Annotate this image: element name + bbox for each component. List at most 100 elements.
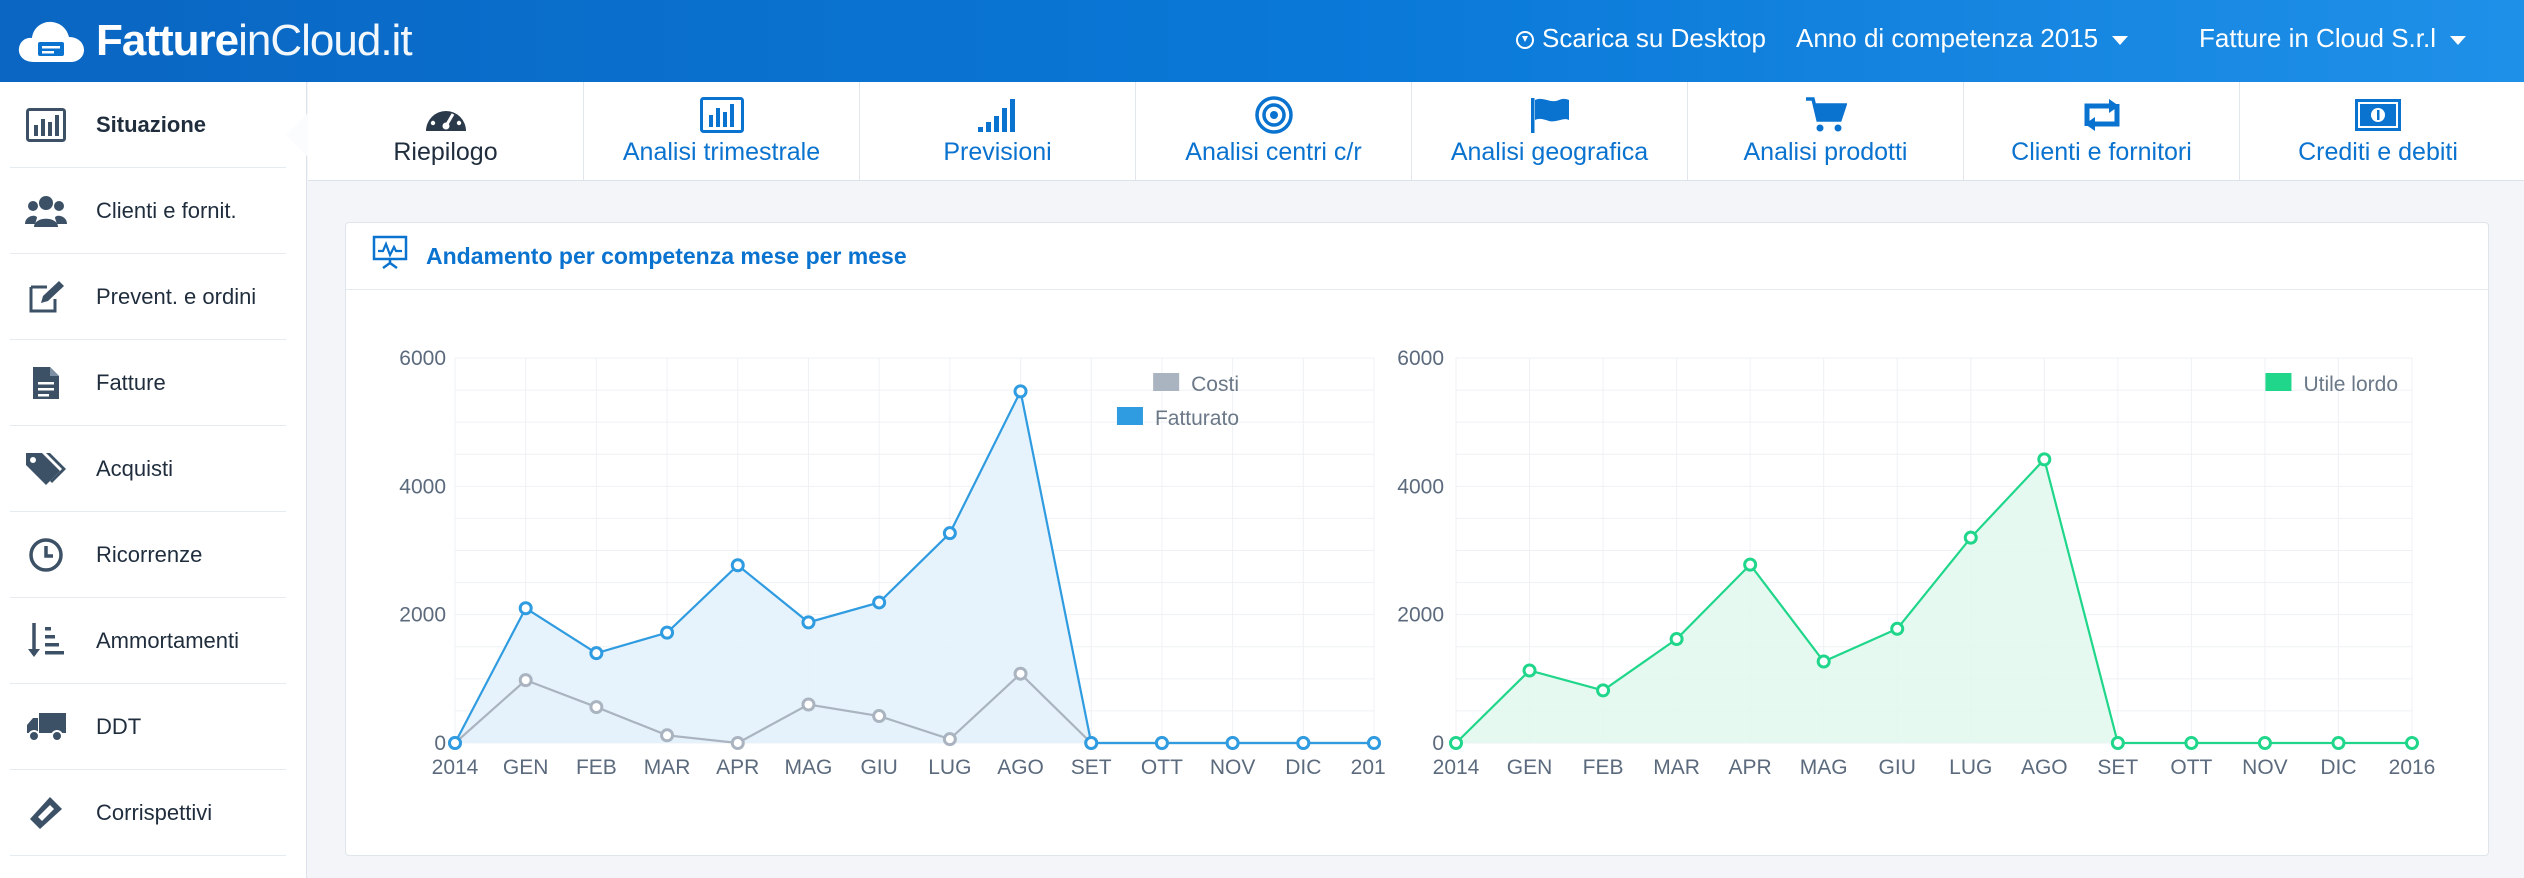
y-tick-label: 4000 [399, 475, 446, 498]
trend-panel: Andamento per competenza mese per mese 0… [345, 222, 2489, 856]
data-point[interactable] [589, 700, 604, 715]
y-tick-label: 4000 [1397, 475, 1444, 498]
data-point[interactable] [872, 709, 887, 724]
sidebar-item-label: Prevent. e ordini [96, 283, 257, 309]
data-point[interactable] [942, 732, 957, 747]
tab-analisi-centri[interactable]: Analisi centri c/r [1136, 82, 1412, 180]
tab-analisi-trimestrale[interactable]: Analisi trimestrale [584, 82, 860, 180]
legend-swatch [1153, 373, 1180, 391]
data-point[interactable] [660, 728, 675, 743]
money-icon [2355, 99, 2401, 131]
costs-revenue-chart: 0 2000 4000 6000 2014 GEN FEB MAR APR MAG GIU LUG AG… [399, 347, 1386, 779]
year-label: Anno di competenza 2015 [1796, 23, 2099, 53]
presentation-chart-icon [372, 235, 408, 270]
data-point[interactable] [801, 697, 816, 712]
data-point[interactable] [2037, 452, 2052, 467]
sidebar-item-label: Ammortamenti [96, 627, 240, 653]
sidebar-item-acquisti[interactable]: Acquisti [10, 426, 286, 512]
data-point[interactable] [730, 736, 745, 750]
tab-crediti-debiti[interactable]: Crediti e debiti [2240, 82, 2516, 180]
data-point[interactable] [518, 673, 533, 688]
data-point[interactable] [2110, 736, 2125, 750]
tab-previsioni[interactable]: Previsioni [860, 82, 1136, 180]
data-point[interactable] [872, 595, 887, 610]
tab-clienti-fornitori[interactable]: Clienti e fornitori [1964, 82, 2240, 180]
sidebar-item-fatture[interactable]: Fatture [10, 340, 286, 426]
tab-riepilogo[interactable]: Riepilogo [308, 82, 584, 180]
sidebar-item-ddt[interactable]: DDT [10, 684, 286, 770]
data-point[interactable] [2184, 736, 2199, 750]
sidebar-item-preventivi[interactable]: Prevent. e ordini [10, 254, 286, 340]
bar-chart-icon [26, 107, 66, 142]
sidebar-item-situazione[interactable]: Situazione [10, 82, 286, 168]
panel-header: Andamento per competenza mese per mese [346, 223, 2488, 290]
x-tick-label: OTT [2170, 756, 2212, 779]
data-point[interactable] [1743, 557, 1758, 572]
data-point[interactable] [589, 646, 604, 661]
sidebar-item-ricorrenze[interactable]: Ricorrenze [10, 512, 286, 598]
data-point[interactable] [942, 526, 957, 541]
data-point[interactable] [2257, 736, 2272, 750]
y-tick-label: 6000 [1397, 347, 1444, 370]
sidebar-item-label: Ricorrenze [96, 541, 203, 567]
data-point[interactable] [660, 625, 675, 640]
data-point[interactable] [1154, 736, 1169, 750]
legend-label: Utile lordo [2303, 373, 2398, 396]
data-point[interactable] [1596, 683, 1611, 698]
sidebar-item-clienti[interactable]: Clienti e fornit. [10, 168, 286, 254]
x-tick-label: FEB [1583, 756, 1624, 779]
tab-analisi-geografica[interactable]: Analisi geografica [1412, 82, 1688, 180]
data-point[interactable] [801, 615, 816, 630]
x-tick-label: GIU [860, 756, 897, 779]
x-tick-label: DIC [1285, 756, 1321, 779]
y-tick-label: 2000 [1397, 604, 1444, 627]
data-point[interactable] [1963, 530, 1978, 545]
data-point[interactable] [1449, 736, 1463, 750]
legend-label: Fatturato [1155, 407, 1239, 430]
data-point[interactable] [730, 558, 745, 573]
download-desktop-link[interactable]: Scarica su Desktop [1516, 0, 1766, 76]
cart-icon [1805, 97, 1847, 132]
data-point[interactable] [1225, 736, 1240, 750]
company-dropdown[interactable]: Fatture in Cloud S.r.l [2199, 0, 2466, 76]
x-tick-label: AGO [2021, 756, 2068, 779]
retweet-icon [2084, 99, 2119, 131]
x-tick-label: 2014 [432, 756, 479, 779]
sidebar-item-label: Acquisti [96, 455, 174, 481]
x-tick-label: MAG [785, 756, 833, 779]
cloud-logo-icon [18, 21, 84, 62]
download-label: Scarica su Desktop [1542, 23, 1766, 53]
x-tick-label: MAG [1800, 756, 1848, 779]
logo-text: FattureinCloud.it [96, 12, 413, 70]
logo[interactable]: FattureinCloud.it [16, 12, 413, 70]
data-point[interactable] [1522, 663, 1537, 678]
dashboard-icon [425, 103, 466, 131]
x-tick-label: LUG [928, 756, 971, 779]
data-point[interactable] [2405, 736, 2419, 750]
series-line [1455, 457, 2412, 745]
data-point[interactable] [1013, 666, 1028, 681]
data-point[interactable] [1816, 654, 1831, 669]
year-dropdown[interactable]: Anno di competenza 2015 [1796, 0, 2129, 76]
data-point[interactable] [1367, 736, 1381, 750]
data-point[interactable] [1013, 384, 1028, 399]
tab-label: Analisi trimestrale [622, 138, 821, 166]
data-point[interactable] [1084, 736, 1099, 750]
sidebar-item-label: DDT [96, 713, 142, 739]
data-point[interactable] [1296, 736, 1311, 750]
data-point[interactable] [518, 601, 533, 616]
data-point[interactable] [1890, 621, 1905, 636]
gross-profit-chart: 0 2000 4000 6000 2014 GEN FEB MAR APR MAG GIU LUG AG… [1397, 347, 2435, 779]
sidebar-item-corrispettivi[interactable]: Corrispettivi [10, 770, 286, 856]
tab-analisi-prodotti[interactable]: Analisi prodotti [1688, 82, 1964, 180]
sidebar-item-label: Situazione [96, 111, 207, 137]
data-point[interactable] [2331, 736, 2346, 750]
x-tick-label: SET [2097, 756, 2138, 779]
flag-icon [1530, 98, 1569, 133]
sidebar-item-ammortamenti[interactable]: Ammortamenti [10, 598, 286, 684]
x-tick-label: MAR [1653, 756, 1700, 779]
data-point[interactable] [1669, 632, 1684, 647]
data-point[interactable] [448, 736, 462, 750]
chevron-down-icon [2450, 35, 2466, 45]
chevron-down-icon [2112, 35, 2129, 45]
